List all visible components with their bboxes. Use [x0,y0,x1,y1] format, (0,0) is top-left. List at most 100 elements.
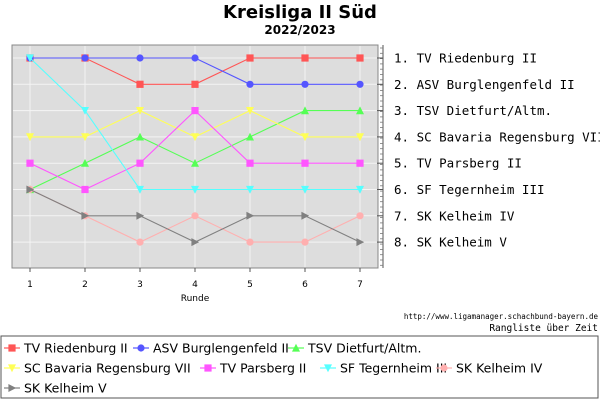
data-point [301,238,309,246]
rank-label: 5. TV Parsberg II [394,156,522,171]
footer-caption: Rangliste über Zeit [489,323,598,334]
data-point [136,211,145,220]
data-point [81,107,89,115]
legend-swatch-marker [137,344,145,352]
legend-label: TV Riedenburg II [23,341,128,356]
series-layer [26,54,365,247]
data-point [246,132,254,141]
legend-swatch-marker [292,343,300,352]
rank-label: 1. TV Riedenburg II [394,51,537,66]
data-point [136,185,144,194]
legend-label: ASV Burglengenfeld II [153,341,289,356]
data-point [356,106,364,115]
legend-label: TSV Dietfurt/Altm. [307,341,421,356]
legend-entry[interactable]: ASV Burglengenfeld II [133,341,289,356]
data-point [246,80,254,88]
data-point [191,133,199,142]
data-point [356,185,364,194]
data-point [356,80,364,88]
data-point [301,211,310,220]
legend-entry[interactable]: TSV Dietfurt/Altm. [288,341,421,356]
legend: TV Riedenburg II ASV Burglengenfeld II TSV… [4,341,543,396]
data-point [81,211,90,220]
legend-swatch-marker [324,364,332,373]
data-point [26,133,34,142]
data-point [191,159,199,167]
legend-entry[interactable]: SK Kelheim V [4,381,107,396]
chart-subtitle: 2022/2023 [264,23,335,37]
data-point [301,133,309,142]
data-point [356,133,364,142]
series-sc-bavaria-regensburg-vii [26,107,364,142]
data-point [136,132,144,141]
data-point [356,238,365,247]
data-point [191,54,199,62]
data-point [136,54,144,62]
legend-swatch-marker [8,384,17,392]
legend-swatch-marker [8,344,16,352]
legend-label: TV Parsberg II [219,361,306,376]
legend-entry[interactable]: TV Parsberg II [200,361,306,376]
x-axis-label: Runde [181,294,210,304]
series-sf-tegernheim-iii [26,54,364,194]
data-point [136,80,144,88]
series-sk-kelheim-v [26,185,365,247]
legend-label: SF Tegernheim III [340,361,447,376]
data-point [356,212,364,220]
data-point [81,54,89,62]
data-point [301,159,309,167]
rank-label: 2. ASV Burglengenfeld II [394,77,575,92]
x-tick-label: 7 [357,280,363,290]
data-point [26,159,34,167]
data-point [246,159,254,167]
x-axis: 1 2 3 4 5 6 7 [27,268,363,290]
x-tick-label: 4 [192,280,198,290]
data-point [191,238,200,247]
data-point [191,185,199,194]
data-point [81,159,89,167]
data-point [301,185,309,194]
source-url[interactable]: http://www.ligamanager.schachbund-bayern… [404,312,599,321]
data-point [26,54,34,63]
rank-axis: 1. TV Riedenburg II 2. ASV Burglengenfeld… [377,45,600,268]
rank-label: 4. SC Bavaria Regensburg VII [394,129,600,144]
x-tick-label: 2 [82,280,88,290]
x-tick-label: 6 [302,280,308,290]
data-point [136,159,144,167]
legend-label: SC Bavaria Regensburg VII [24,361,191,376]
data-point [356,54,364,62]
legend-label: SK Kelheim V [24,381,107,396]
legend-box [0,335,599,399]
legend-swatch-marker [204,364,212,372]
data-point [301,80,309,88]
data-point [191,212,199,220]
data-point [191,107,199,115]
data-point [81,185,89,194]
x-tick-label: 1 [27,280,33,290]
rank-label: 8. SK Kelheim V [394,235,507,250]
data-point [191,80,199,88]
data-point [301,106,309,115]
data-point [356,159,364,167]
series-asv-burglengenfeld-ii [26,54,364,88]
legend-label: SK Kelheim IV [456,361,543,376]
data-point [246,185,254,194]
x-tick-label: 5 [247,280,253,290]
legend-entry[interactable]: SC Bavaria Regensburg VII [4,361,191,376]
data-point [246,54,254,62]
data-point [81,133,89,142]
chart-title: Kreisliga II Süd [223,2,377,23]
data-point [246,211,255,220]
rank-label: 3. TSV Dietfurt/Altm. [394,103,552,118]
legend-entry[interactable]: SF Tegernheim III [320,361,447,376]
rank-label: 6. SF Tegernheim III [394,182,545,197]
legend-entry[interactable]: SK Kelheim IV [436,361,543,376]
legend-entry[interactable]: TV Riedenburg II [4,341,128,356]
data-point [301,54,309,62]
data-point [136,107,144,115]
series-tv-parsberg-ii [26,107,364,194]
data-point [246,107,254,115]
data-point [136,238,144,246]
data-point [26,185,35,194]
